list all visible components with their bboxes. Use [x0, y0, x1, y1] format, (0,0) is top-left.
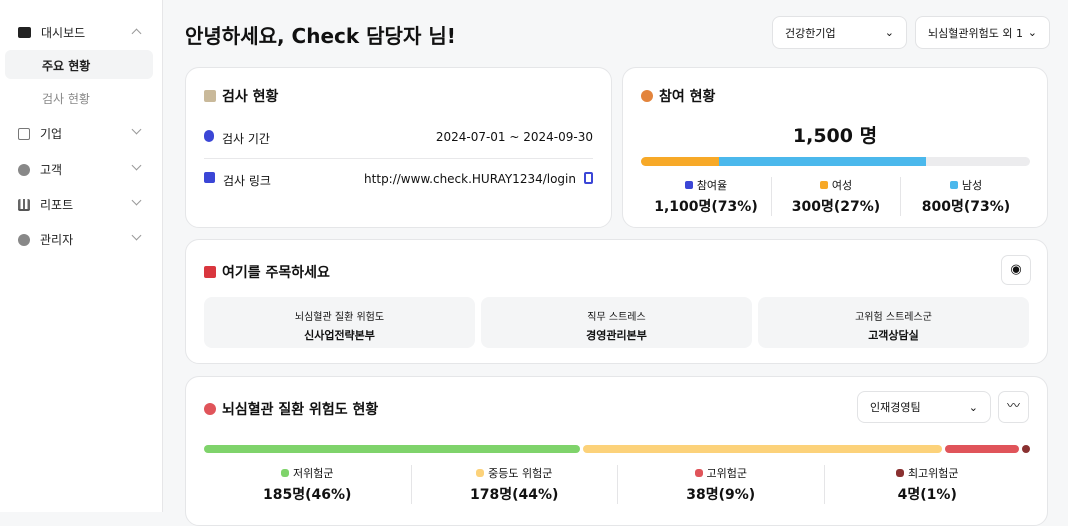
stat-name: 참여율 [696, 179, 728, 192]
exam-link[interactable]: http://www.check.HURAY1234/login [364, 172, 576, 186]
notice-label: 뇌심혈관 질환 위험도 [294, 312, 385, 323]
legend-swatch [281, 469, 289, 477]
stat-head: 중등도 위험군 [412, 465, 618, 481]
stat: 참여율 1,100명(73%) [641, 177, 771, 216]
total: 1,500 명 [792, 125, 878, 147]
field-label: 검사 링크 [223, 174, 271, 188]
nav-label: 대시보드 [41, 26, 86, 40]
notice-value: 경영관리본부 [586, 329, 647, 342]
sidebar: 대시보드 주요 현황 검사 현황 기업 고객 리포트 관리자 [0, 0, 163, 512]
nav-item[interactable]: 대시보드 [18, 24, 85, 41]
exam-card: 검사 현황 검사 기간 2024-07-01 ~ 2024-09-30 검사 링… [185, 67, 612, 228]
stat-value: 300명(27%) [791, 199, 881, 215]
stat-name: 중등도 위험군 [488, 467, 553, 480]
select-value: 뇌심혈관위험도 외 1 [928, 26, 1023, 40]
nav-sub[interactable]: 검사 현황 [42, 92, 90, 106]
risk-card: 뇌심혈관 질환 위험도 현황 인재경영팀 ⌄ 〰 저위험군 185명(46%) 중등도… [185, 376, 1048, 526]
risk-select[interactable]: 뇌심혈관위험도 외 1 ⌄ [915, 16, 1050, 49]
stat-value: 4명(1%) [897, 487, 957, 503]
nav-selected[interactable] [5, 50, 153, 79]
legend-swatch [895, 469, 904, 477]
bar-segment [1021, 445, 1030, 453]
company-select[interactable]: 건강한기업 ⌄ [772, 16, 907, 49]
stat-head: 저위험군 [204, 465, 411, 481]
nav-item[interactable]: 기업 [18, 125, 62, 142]
team-select[interactable]: 인재경영팀 ⌄ [857, 391, 991, 423]
risk-bar [204, 445, 1030, 453]
nav-item[interactable]: 관리자 [18, 231, 73, 248]
nav-item[interactable]: 리포트 [18, 196, 73, 213]
stat-value: 800명(73%) [921, 199, 1011, 215]
stat-name: 여성 [831, 179, 853, 192]
bar-segment [718, 157, 927, 166]
card-title: 여기를 주목하세요 [222, 265, 330, 281]
stat-value: 38명(9%) [686, 487, 756, 503]
stat-name: 저위험군 [293, 467, 334, 480]
notice-value: 신사업전략본부 [304, 329, 375, 342]
stat: 중등도 위험군 178명(44%) [410, 465, 618, 504]
nav-sub[interactable]: 주요 현황 [42, 59, 91, 73]
stat: 여성 300명(27%) [771, 177, 901, 216]
stat: 저위험군 185명(46%) [204, 465, 411, 504]
field-value: 2024-07-01 ~ 2024-09-30 [435, 130, 593, 144]
bar-segment [641, 157, 719, 166]
nav-label: 기업 [40, 127, 63, 141]
nav-label: 고객 [40, 163, 63, 177]
bar-segment [945, 445, 1019, 453]
stat: 고위험군 38명(9%) [617, 465, 824, 504]
stat-name: 남성 [961, 179, 983, 192]
legend-swatch [694, 469, 703, 477]
card-title: 검사 현황 [222, 89, 279, 105]
stat: 남성 800명(73%) [901, 177, 1031, 216]
stat-value: 1,100명(73%) [654, 199, 758, 215]
participation-card: 참여 현황 1,500 명 참여율 1,100명(73%) 여성 300명(27%)… [622, 67, 1048, 228]
bar-segment [582, 445, 943, 453]
card-title: 뇌심혈관 질환 위험도 현황 [222, 402, 379, 418]
card-title: 참여 현황 [659, 89, 716, 105]
bar-segment [204, 445, 580, 453]
legend-swatch [476, 469, 485, 477]
stat-head: 고위험군 [618, 465, 824, 481]
field-label: 검사 기간 [222, 132, 270, 146]
notice-label: 고위험 스트레스군 [855, 312, 932, 323]
eye-button[interactable]: ◉ [1001, 255, 1031, 285]
participation-bar [641, 157, 1030, 166]
stat-head: 최고위험군 [825, 465, 1031, 481]
chart-button[interactable]: 〰 [998, 391, 1029, 423]
select-value: 인재경영팀 [870, 401, 921, 414]
stat-name: 고위험군 [706, 467, 747, 480]
nav-label: 관리자 [40, 233, 74, 247]
stat-value: 178명(44%) [470, 487, 559, 503]
stat-value: 185명(46%) [263, 487, 352, 503]
notice-value: 고객상담실 [868, 329, 919, 342]
greeting: 안녕하세요, Check 담당자 님! [185, 24, 456, 48]
stat-name: 최고위험군 [907, 467, 959, 480]
notice-label: 직무 스트레스 [587, 312, 646, 323]
nav-item[interactable]: 고객 [18, 161, 62, 178]
nav-label: 리포트 [40, 198, 74, 212]
stat: 최고위험군 4명(1%) [823, 465, 1031, 504]
select-value: 건강한기업 [785, 26, 836, 40]
